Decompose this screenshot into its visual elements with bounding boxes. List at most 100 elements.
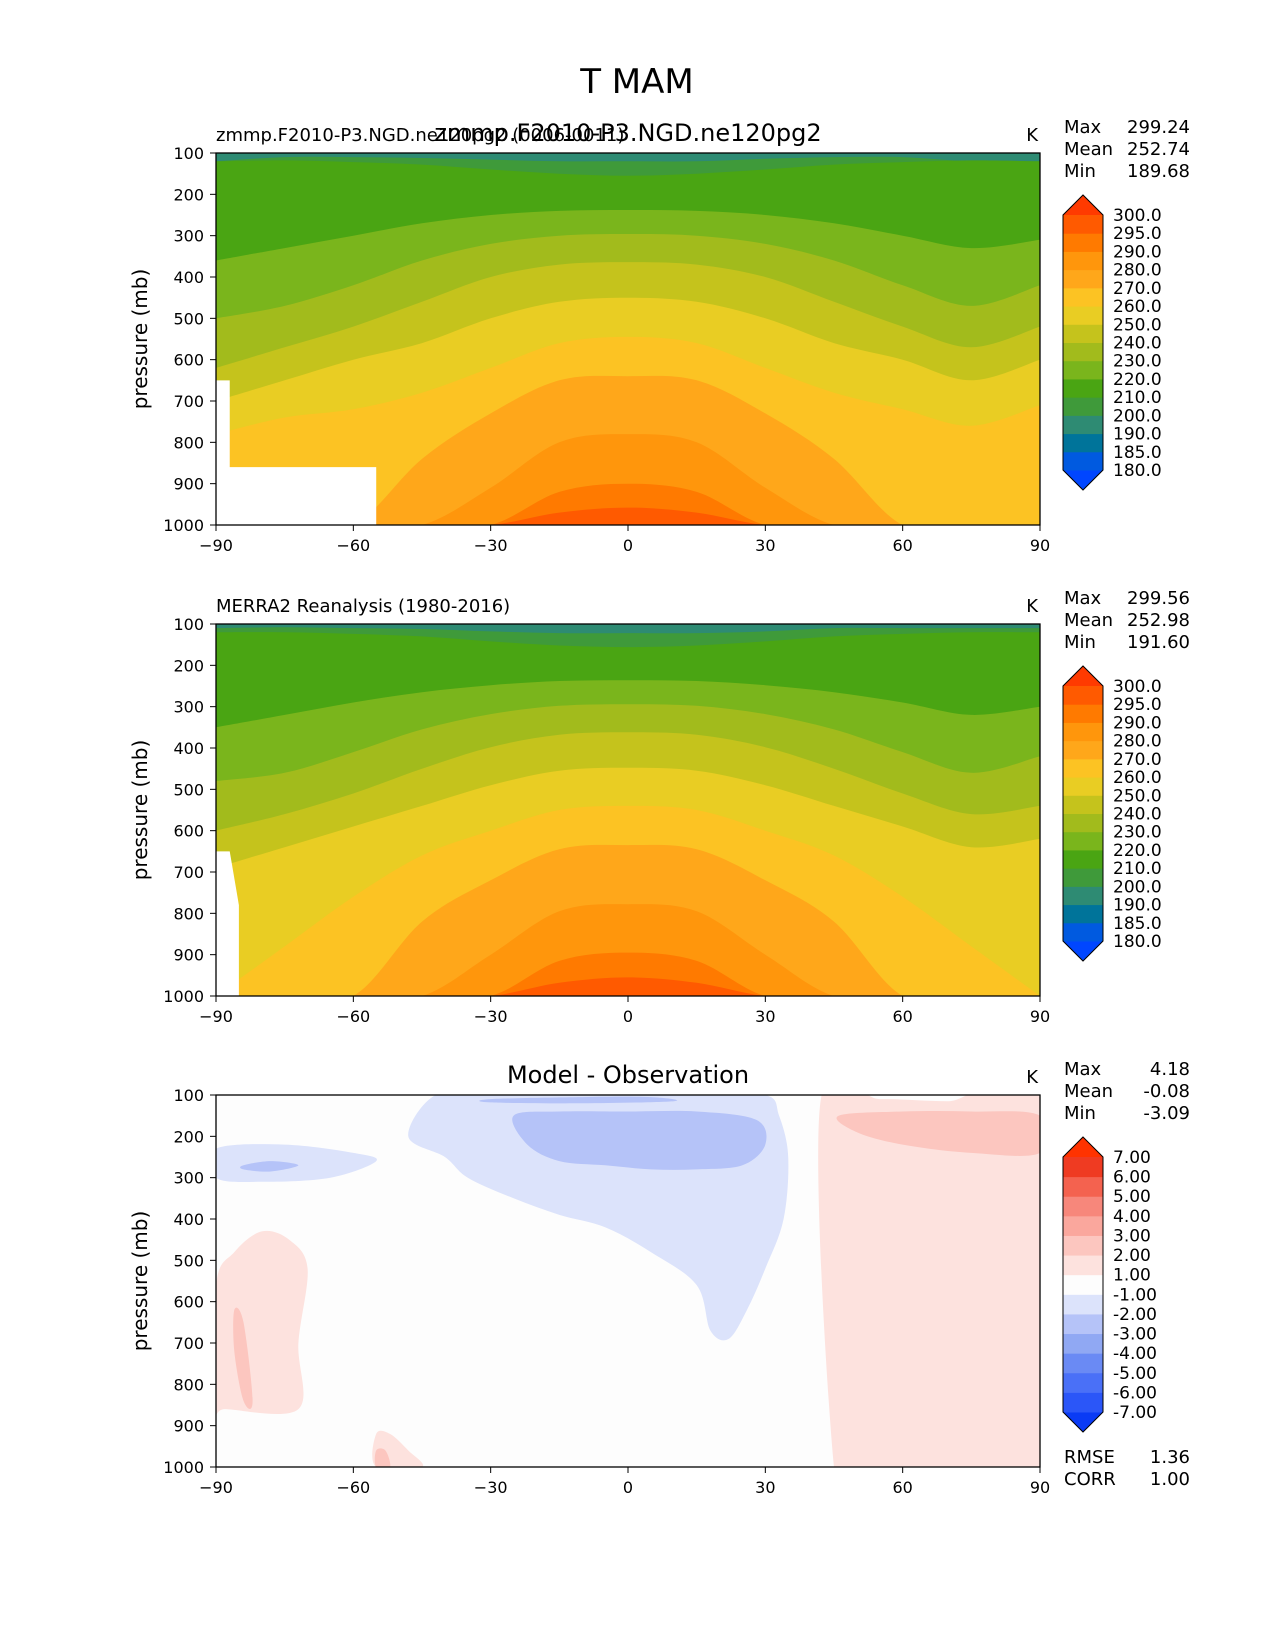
x-tick-label: 60 (892, 1007, 912, 1026)
cold-bias-region (240, 1161, 299, 1172)
colorbar-extend-bottom (1063, 470, 1103, 490)
plot-frame (215, 1094, 1041, 1468)
colorbar-segment (1063, 704, 1103, 723)
colorbar-tick-label: 5.00 (1113, 1187, 1151, 1207)
stat-corr-value: 1.00 (1150, 1469, 1190, 1490)
x-tick-label: 60 (892, 1478, 912, 1497)
colorbar-outline (1062, 194, 1104, 491)
stat-max-value: 299.24 (1127, 117, 1190, 138)
stat-mean-value: 252.74 (1127, 139, 1190, 160)
stat-mean-label: Mean (1064, 139, 1113, 160)
colorbar-tick-label: 295.0 (1113, 695, 1162, 715)
colorbar-tick-label: 260.0 (1113, 768, 1162, 788)
stat-min-label: Min (1064, 1103, 1096, 1124)
colorbar-extend-top (1063, 666, 1103, 686)
colorbar-segment (1063, 813, 1103, 833)
colorbar-tick-label: 300.0 (1113, 206, 1162, 226)
colorbar-segment (1063, 1333, 1103, 1354)
colorbar-extend-top (1063, 195, 1103, 215)
colorbar-tick-label: 190.0 (1113, 896, 1162, 916)
colorbar-tick-label: -5.00 (1113, 1364, 1157, 1384)
cold-bias-region (216, 1144, 377, 1182)
colorbar-segment (1063, 397, 1103, 416)
colorbar-segment (1063, 1294, 1103, 1315)
y-tick-label: 500 (173, 309, 204, 328)
stat-max-label: Max (1064, 588, 1102, 609)
colorbar-segment (1063, 433, 1103, 453)
colorbar-tick-label: 210.0 (1113, 859, 1162, 879)
plot-frame (215, 623, 1041, 997)
colorbar-segment (1063, 251, 1103, 271)
colorbar-tick-label: -3.00 (1113, 1325, 1157, 1345)
y-tick-label: 700 (173, 392, 204, 411)
colorbar-segment (1063, 868, 1103, 887)
y-tick-label: 100 (173, 615, 204, 634)
y-tick-label: 800 (173, 433, 204, 452)
x-tick-label: 30 (755, 1007, 775, 1026)
colorbar-tick-label: 1.00 (1113, 1266, 1151, 1286)
y-tick-label: 200 (173, 1127, 204, 1146)
colorbar-tick-label: 180.0 (1113, 461, 1162, 481)
colorbar-segment (1063, 1196, 1103, 1217)
x-tick-label: 30 (755, 536, 775, 555)
x-tick-label: 90 (1030, 1478, 1050, 1497)
colorbar-segment (1063, 1392, 1103, 1413)
colorbar-extend-bottom (1063, 1412, 1103, 1432)
colorbar-segment (1063, 306, 1103, 325)
colorbar-tick-label: 190.0 (1113, 425, 1162, 445)
colorbar-segment (1063, 1157, 1103, 1178)
plot-frame (215, 152, 1041, 526)
x-tick-label: −90 (199, 1478, 233, 1497)
y-tick-label: 100 (173, 144, 204, 163)
warm-bias-region (233, 1307, 253, 1409)
colorbar-segment (1063, 686, 1103, 705)
y-tick-label: 800 (173, 1375, 204, 1394)
colorbar-segment (1063, 777, 1103, 796)
contour-field (216, 153, 1040, 525)
colorbar-segment (1063, 233, 1103, 252)
colorbar-segment (1063, 324, 1103, 343)
contour-band-280 (216, 434, 1040, 525)
stat-corr-label: CORR (1064, 1469, 1116, 1490)
cold-bias-region (512, 1110, 767, 1170)
colorbar-tick-label: 185.0 (1113, 914, 1162, 934)
stat-min-label: Min (1064, 632, 1096, 653)
y-axis-label: pressure (mb) (128, 1211, 152, 1352)
colorbar-tick-label: -2.00 (1113, 1305, 1157, 1325)
colorbar-tick-label: 210.0 (1113, 388, 1162, 408)
x-tick-label: 90 (1030, 1007, 1050, 1026)
x-tick-label: −60 (336, 1007, 370, 1026)
x-tick-label: −90 (199, 1007, 233, 1026)
warm-bias-region (374, 1448, 391, 1467)
y-tick-label: 900 (173, 1417, 204, 1436)
x-tick-label: −60 (336, 1478, 370, 1497)
colorbar-segment (1063, 886, 1103, 906)
cold-bias-region (479, 1096, 678, 1104)
colorbar-tick-label: -6.00 (1113, 1383, 1157, 1403)
y-tick-label: 400 (173, 1210, 204, 1229)
x-tick-label: −30 (474, 1007, 508, 1026)
y-tick-label: 500 (173, 780, 204, 799)
colorbar-tick-label: 270.0 (1113, 279, 1162, 299)
colorbar-tick-label: 7.00 (1113, 1148, 1151, 1168)
x-tick-label: −60 (336, 536, 370, 555)
y-tick-label: 400 (173, 739, 204, 758)
panel-left-title: zmmp.F2010-P3.NGD.ne120pg2 (0006-0011) (216, 125, 624, 146)
y-tick-label: 400 (173, 268, 204, 287)
colorbar-tick-label: 270.0 (1113, 750, 1162, 770)
colorbar-tick-label: 280.0 (1113, 732, 1162, 752)
colorbar-segment (1063, 287, 1103, 307)
difference-field (216, 1095, 1040, 1467)
colorbar-segment (1063, 831, 1103, 851)
colorbar-extend-top (1063, 1137, 1103, 1157)
colorbar-tick-label: 295.0 (1113, 224, 1162, 244)
colorbar-segment (1063, 342, 1103, 362)
units-label: K (1026, 596, 1039, 617)
colorbar-segment (1063, 740, 1103, 760)
y-axis-label: pressure (mb) (128, 269, 152, 410)
stat-min-value: 191.60 (1127, 632, 1190, 653)
